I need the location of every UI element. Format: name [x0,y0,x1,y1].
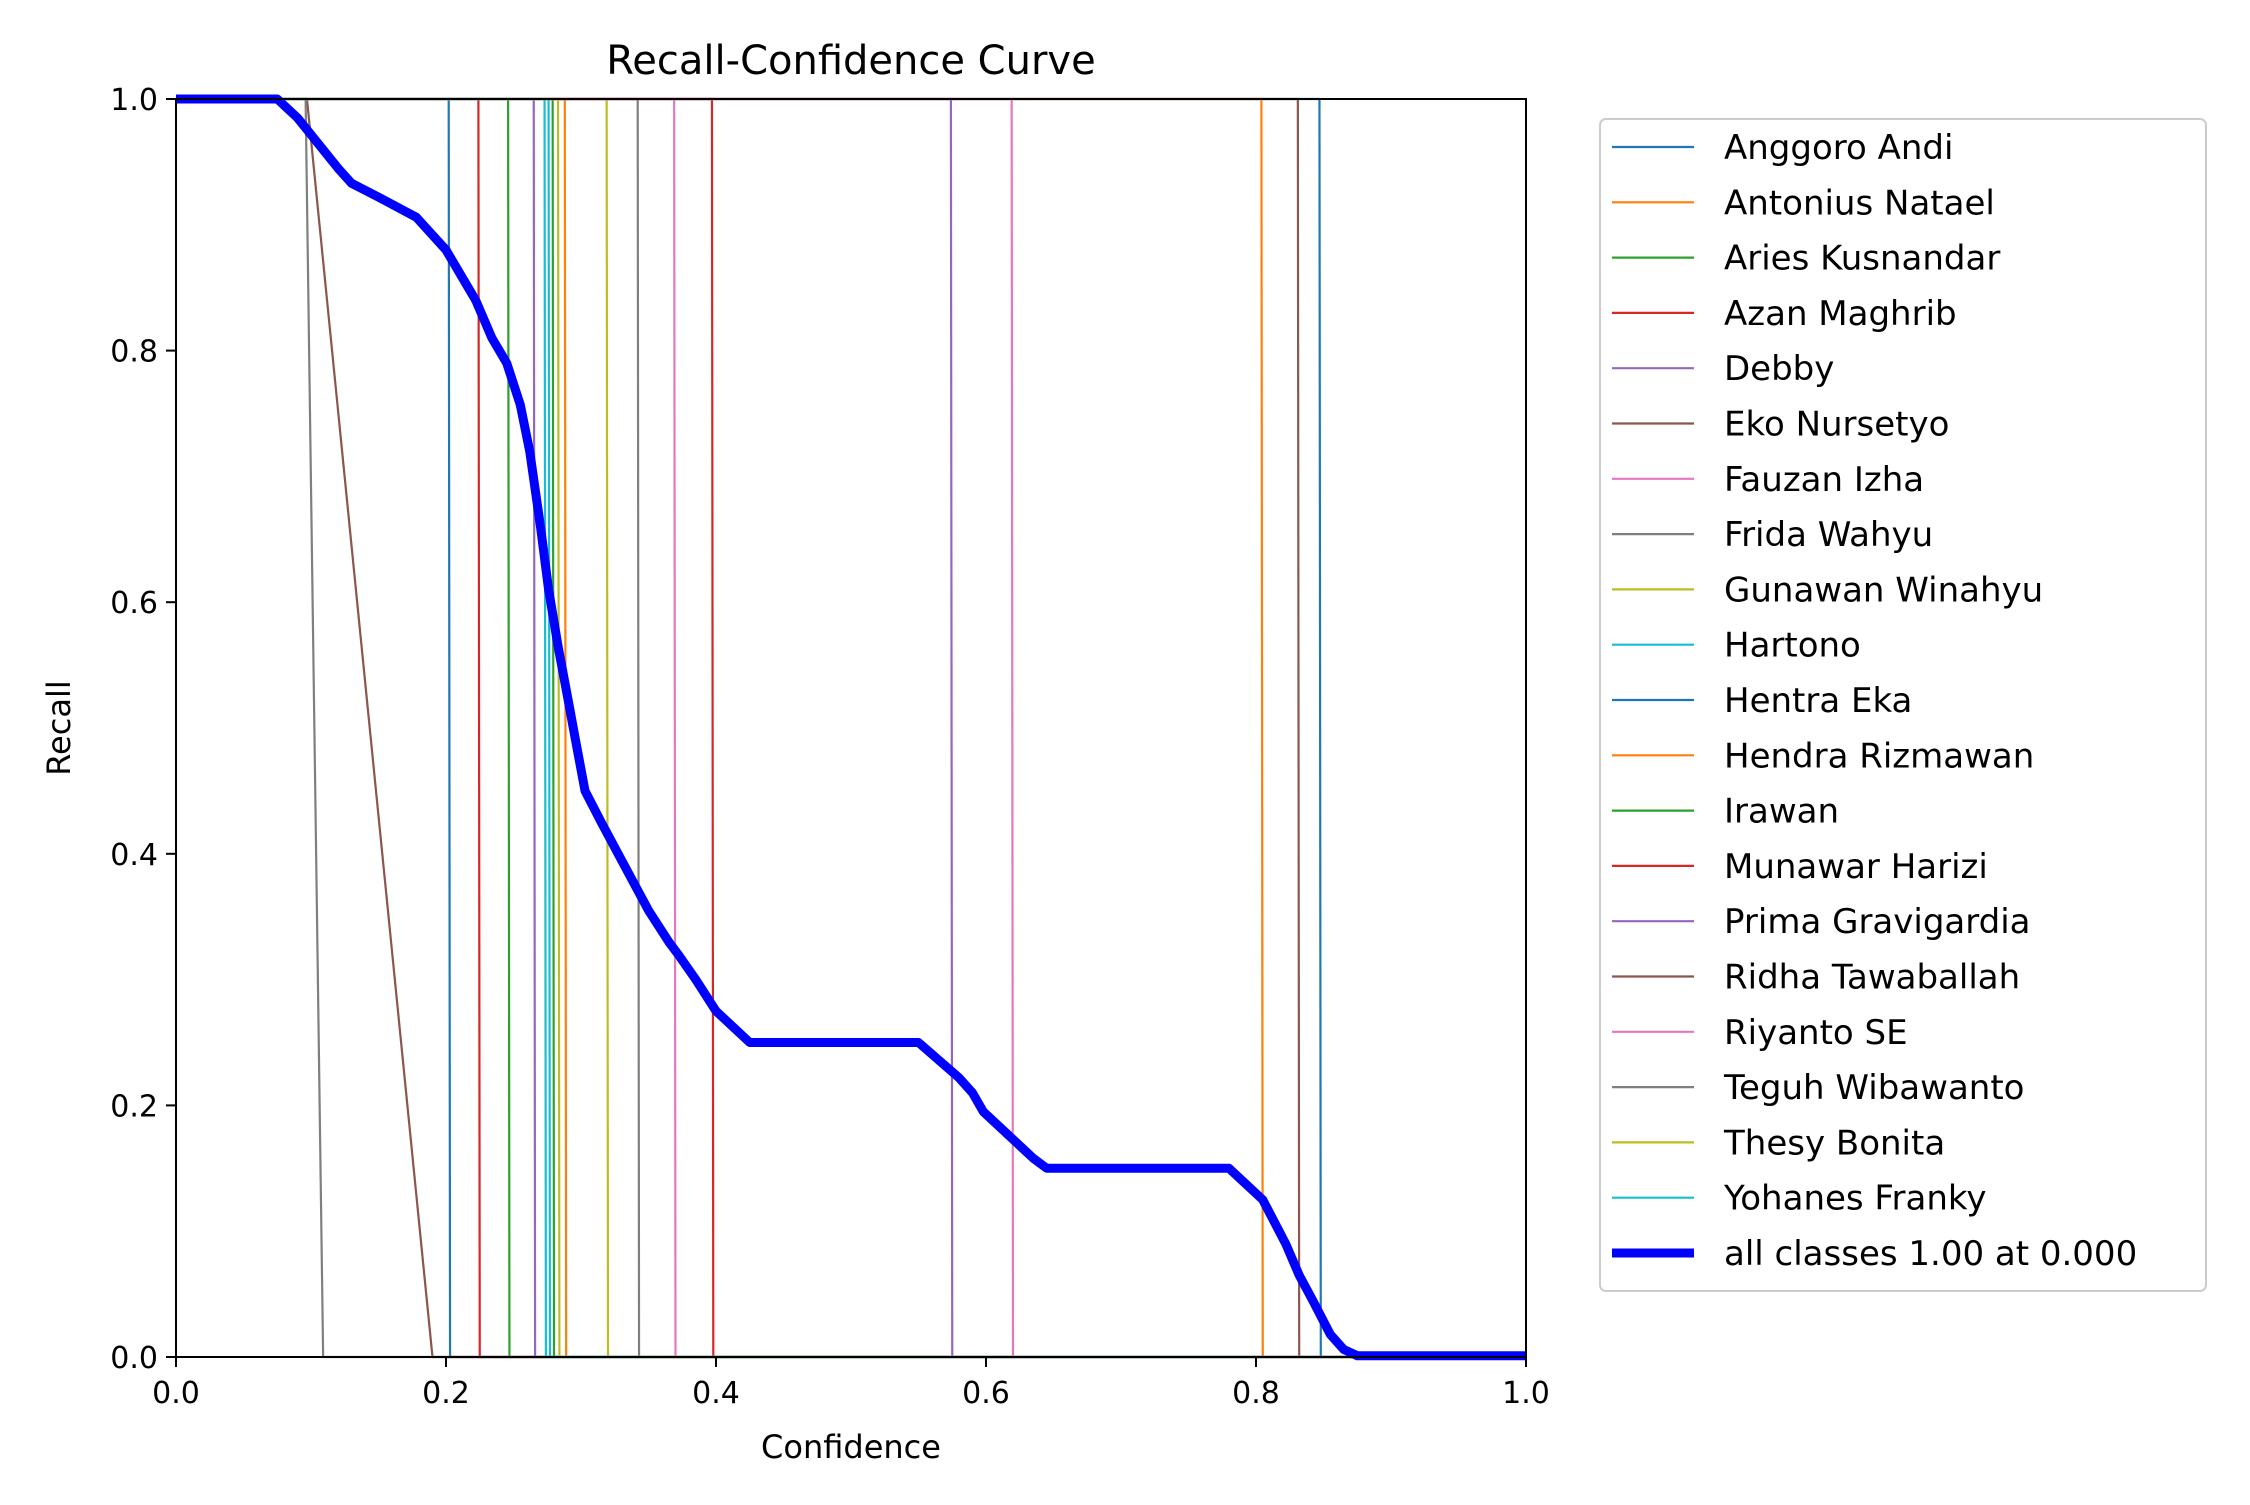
legend-label: Debby [1724,349,1834,389]
y-axis-label: Recall [40,680,78,775]
y-tick-label: 0.8 [110,335,158,370]
legend-label: Fauzan Izha [1724,460,1924,500]
legend-label: Munawar Harizi [1724,847,1988,887]
chart-title: Recall-Confidence Curve [606,38,1095,84]
y-axis-ticks: 0.0 0.2 0.4 0.6 0.8 1.0 [110,83,176,1376]
legend-label: Hentra Eka [1724,681,1912,721]
series-line-antonius-natael [176,97,1526,1359]
legend-label: Gunawan Winahyu [1724,570,2043,610]
legend-label: Ridha Tawaballah [1724,958,2020,998]
x-tick-label: 0.8 [1232,1376,1280,1411]
legend-label: Hartono [1724,626,1861,666]
series-line-irawan [176,97,1526,1359]
plot-series-group [176,94,1526,1361]
series-line-yohanes-franky [176,97,1526,1359]
legend-label: Antonius Natael [1724,183,1995,223]
x-tick-label: 0.4 [692,1376,740,1411]
series-line-munawar-harizi [176,97,1526,1359]
y-tick-label: 0.4 [110,838,158,873]
series-line-hartono [176,97,1526,1359]
legend-label: Prima Gravigardia [1724,902,2030,942]
legend-label: Hendra Rizmawan [1724,736,2034,776]
series-line-gunawan-winahyu [176,97,1526,1359]
legend: Anggoro Andi Antonius Natael Aries Kusnand… [1599,118,2207,1292]
legend-label: Thesy Bonita [1723,1123,1945,1163]
series-line-prima-gravigardia [176,97,1526,1359]
legend-label: Azan Maghrib [1724,294,1957,334]
series-line-hendra-rizmawan [176,97,1526,1359]
legend-label: Riyanto SE [1724,1013,1908,1053]
x-tick-label: 0.0 [152,1376,200,1411]
series-line-all-classes-1-00-at-0-000 [176,94,1526,1361]
x-tick-label: 0.6 [962,1376,1010,1411]
series-line-teguh-wibawanto [176,97,1526,1359]
series-line-thesy-bonita [176,97,1526,1359]
series-line-ridha-tawaballah [176,97,1526,1359]
series-line-frida-wahyu [176,97,1526,1359]
legend-label: Eko Nursetyo [1724,405,1949,445]
x-axis-label: Confidence [761,1428,941,1466]
y-tick-label: 0.6 [110,586,158,621]
series-line-eko-nursetyo [176,97,1526,1359]
legend-label: Teguh Wibawanto [1723,1068,2024,1108]
series-line-debby [176,97,1526,1359]
series-line-aries-kusnandar [176,97,1526,1359]
series-line-fauzan-izha [176,97,1526,1359]
legend-label: Anggoro Andi [1724,128,1953,168]
legend-label: Frida Wahyu [1724,515,1933,555]
legend-label: Yohanes Franky [1723,1179,1986,1219]
legend-label: Aries Kusnandar [1724,239,2000,279]
x-axis-ticks: 0.0 0.2 0.4 0.6 0.8 1.0 [152,1357,1550,1411]
y-tick-label: 1.0 [110,83,158,118]
legend-label: all classes 1.00 at 0.000 [1724,1234,2137,1274]
y-tick-label: 0.0 [110,1341,158,1376]
plot-frame [175,98,1527,1358]
legend-items: Anggoro Andi Antonius Natael Aries Kusnand… [1612,128,2137,1274]
series-line-riyanto-se [176,97,1526,1359]
x-tick-label: 1.0 [1502,1376,1550,1411]
series-line-azan-maghrib [176,97,1526,1359]
y-tick-label: 0.2 [110,1089,158,1124]
legend-box [1599,118,2207,1292]
legend-label: Irawan [1724,792,1839,832]
series-line-hentra-eka [176,97,1526,1359]
series-line-anggoro-andi [176,97,1526,1359]
x-tick-label: 0.2 [422,1376,470,1411]
